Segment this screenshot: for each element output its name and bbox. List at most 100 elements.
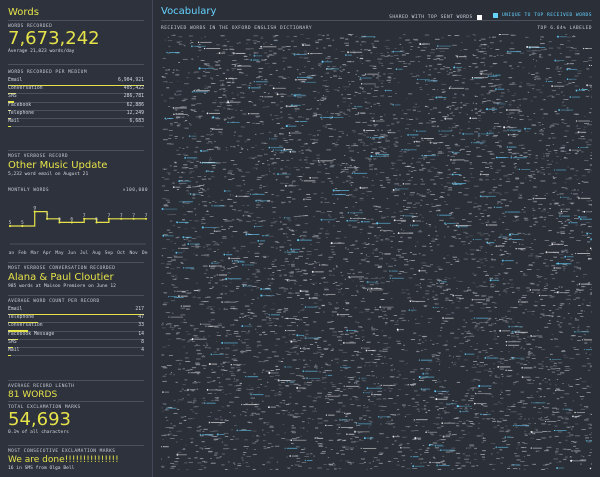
word-mark: [350, 438, 353, 440]
legend-shared[interactable]: SHARED WITH TOP SENT WORDS: [389, 15, 482, 20]
word-mark: [282, 172, 287, 174]
word-mark: [176, 149, 179, 151]
word-mark: [211, 142, 213, 144]
word-mark: [223, 44, 227, 46]
word-mark: [345, 416, 348, 417]
word-mark: [187, 185, 191, 187]
word-mark: [441, 136, 447, 137]
word-mark: [282, 423, 285, 425]
word-mark: [455, 62, 460, 64]
word-mark: [286, 197, 292, 198]
word-mark: [413, 369, 418, 371]
word-mark: [177, 451, 182, 453]
word-mark: [586, 304, 589, 306]
word-mark: [187, 369, 192, 371]
word-mark: [295, 319, 300, 320]
word-mark: [531, 124, 537, 126]
word-mark: [577, 329, 580, 331]
word-mark: [549, 436, 552, 438]
word-mark: [434, 447, 440, 449]
word-mark: [209, 148, 214, 150]
word-mark: [477, 232, 482, 234]
word-mark: [161, 324, 164, 326]
word-mark: [322, 98, 327, 100]
word-mark: [497, 424, 500, 426]
word-mark: [574, 291, 578, 293]
word-mark: [580, 310, 583, 312]
word-mark: [252, 454, 257, 456]
word-mark: [455, 355, 461, 357]
word-mark: [491, 323, 495, 325]
word-mark: [193, 406, 197, 408]
word-mark: [353, 248, 359, 250]
word-mark: [313, 139, 319, 141]
word-mark: [567, 295, 572, 296]
word-mark: [518, 86, 522, 88]
word-mark: [426, 430, 430, 432]
word-mark: [278, 76, 283, 78]
word-mark: [305, 143, 308, 144]
word-mark: [502, 320, 508, 322]
word-mark: [306, 453, 309, 455]
word-mark: [432, 238, 434, 240]
word-mark: [194, 243, 199, 245]
word-mark: [359, 197, 364, 199]
word-mark: [344, 88, 346, 90]
word-mark: [478, 422, 481, 424]
word-mark: [184, 243, 186, 245]
word-mark: [590, 108, 592, 110]
word-mark: [184, 127, 189, 129]
word-mark: [209, 77, 213, 79]
word-mark: [181, 171, 184, 173]
word-mark: [391, 162, 394, 164]
word-mark: [375, 173, 378, 175]
word-mark: [229, 108, 234, 110]
word-mark: [354, 114, 359, 115]
word-mark: [429, 69, 431, 71]
word-mark: [345, 171, 349, 173]
word-mark: [480, 307, 485, 309]
word-mark: [520, 271, 523, 272]
word-mark: [559, 53, 562, 55]
word-mark: [236, 103, 239, 105]
word-mark: [503, 175, 508, 177]
word-mark: [452, 162, 456, 164]
word-mark: [456, 468, 460, 470]
word-mark: [486, 241, 488, 243]
word-mark: [268, 284, 271, 286]
word-mark: [588, 204, 592, 206]
word-mark: [403, 206, 405, 207]
legend-unique[interactable]: UNIQUE TO TOP RECEIVED WORDS: [492, 13, 592, 18]
word-mark: [545, 145, 551, 146]
word-mark: [586, 358, 590, 359]
word-mark: [258, 243, 264, 245]
word-mark: [459, 350, 462, 352]
word-mark: [414, 401, 419, 403]
word-mark: [414, 430, 419, 431]
word-mark: [590, 452, 592, 453]
word-mark: [590, 347, 592, 349]
word-mark: [407, 297, 412, 299]
word-mark: [536, 450, 540, 452]
word-mark: [316, 235, 319, 237]
word-mark: [405, 394, 409, 395]
word-mark: [363, 134, 367, 136]
row-value: 4: [141, 347, 144, 353]
word-mark: [224, 419, 227, 421]
word-mark: [363, 287, 367, 289]
word-mark: [162, 76, 166, 78]
word-mark: [302, 388, 307, 390]
word-mark: [425, 402, 429, 403]
row-value: 405,422: [123, 86, 144, 92]
word-mark: [227, 277, 229, 278]
word-mark: [468, 447, 471, 449]
word-mark: [442, 455, 445, 457]
row-bar: [8, 101, 15, 103]
word-mark: [355, 41, 360, 43]
word-mark: [301, 247, 305, 249]
word-mark: [387, 52, 389, 53]
word-mark: [500, 54, 504, 56]
word-mark: [501, 392, 503, 393]
word-mark: [248, 312, 253, 314]
word-mark: [161, 283, 164, 285]
